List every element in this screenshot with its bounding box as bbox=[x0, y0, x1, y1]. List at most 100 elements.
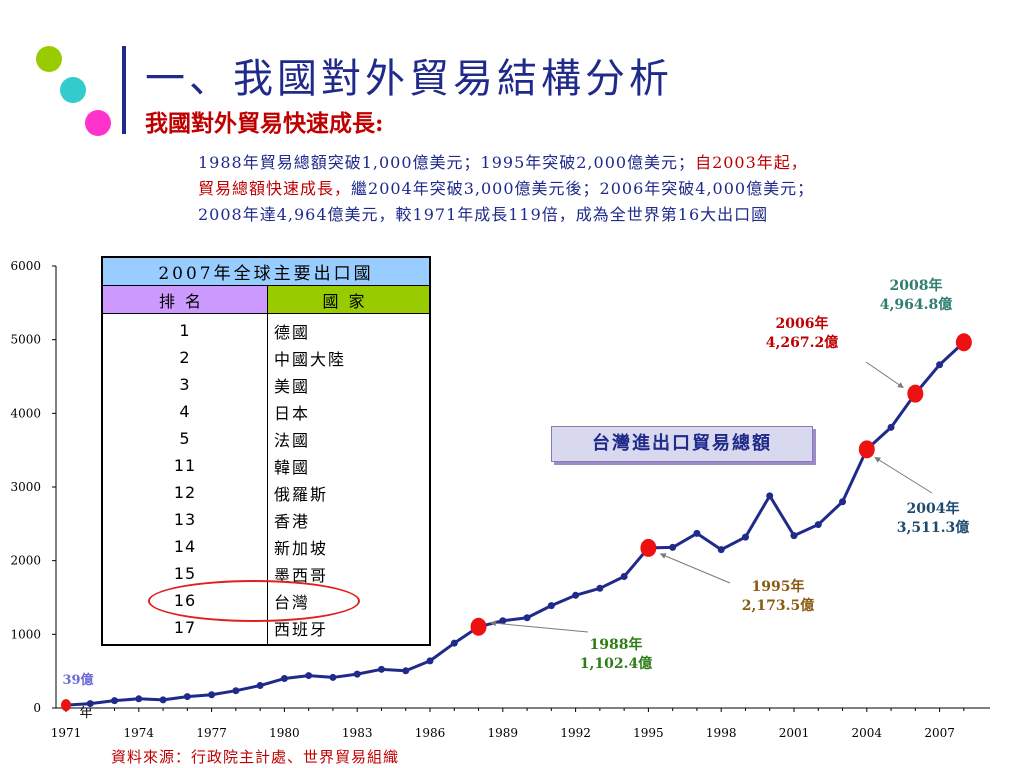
y-tick-label: 3000 bbox=[10, 480, 41, 494]
title-divider bbox=[122, 46, 126, 134]
annotation-label: 39億 bbox=[62, 672, 93, 688]
annotation-year: 1988年 bbox=[590, 636, 643, 653]
table-row: 12 俄羅斯 bbox=[101, 479, 431, 506]
data-point bbox=[620, 573, 628, 581]
trade-series-line bbox=[65, 341, 965, 707]
data-point bbox=[741, 533, 749, 541]
x-tick-label: 1977 bbox=[196, 726, 227, 740]
data-point bbox=[426, 657, 434, 665]
decor-dot-teal bbox=[60, 77, 86, 103]
data-point bbox=[159, 696, 167, 704]
rank-cell: 5 bbox=[101, 425, 268, 452]
rank-cell: 2 bbox=[101, 344, 268, 371]
annotation-year: 1995年 bbox=[752, 578, 805, 595]
data-point bbox=[669, 543, 677, 551]
x-tick-label: 2007 bbox=[924, 726, 955, 740]
data-point bbox=[450, 639, 458, 647]
table-header-country: 國家 bbox=[267, 285, 431, 314]
annotation-year: 2008年 bbox=[890, 277, 943, 294]
annotation-arrow bbox=[865, 361, 904, 389]
annotation-arrow bbox=[874, 456, 933, 494]
data-point bbox=[523, 614, 531, 622]
x-tick-label: 2001 bbox=[779, 726, 810, 740]
description-line-2-text: 繼2004年突破3,000億美元後；2006年突破4,000億美元； bbox=[351, 179, 815, 198]
annotation-value: 2,173.5億 bbox=[742, 597, 814, 614]
x-tick-label: 1989 bbox=[488, 726, 519, 740]
data-point bbox=[183, 693, 191, 701]
x-tick-label: 1974 bbox=[124, 726, 155, 740]
y-tick-label: 0 bbox=[33, 701, 41, 715]
data-point bbox=[402, 667, 410, 675]
description-line-2-highlight: 貿易總額快速成長， bbox=[198, 179, 352, 198]
decor-dot-green bbox=[36, 46, 62, 72]
data-point bbox=[572, 591, 580, 599]
annotation-value: 1,102.4億 bbox=[580, 655, 652, 672]
description-line-1-text: 1988年貿易總額突破1,000億美元；1995年突破2,000億美元； bbox=[198, 153, 696, 172]
highlight-point bbox=[640, 538, 657, 557]
y-tick-label: 5000 bbox=[10, 333, 41, 347]
y-tick-label: 2000 bbox=[10, 554, 41, 568]
country-cell: 美國 bbox=[267, 371, 431, 398]
annotation-value: 4,267.2億 bbox=[766, 334, 838, 351]
taiwan-highlight-ring bbox=[148, 580, 360, 622]
highlight-point bbox=[858, 440, 875, 459]
data-point bbox=[377, 665, 385, 673]
description: 1988年貿易總額突破1,000億美元；1995年突破2,000億美元；自200… bbox=[198, 150, 998, 228]
slide-title: 一、我國對外貿易結構分析 bbox=[145, 56, 673, 102]
annotation-value: 3,511.3億 bbox=[897, 519, 969, 536]
table-row: 4 日本 bbox=[101, 398, 431, 425]
data-point bbox=[547, 602, 555, 610]
x-tick-label: 2004 bbox=[852, 726, 883, 740]
data-source: 資料來源：行政院主計處、世界貿易組織 bbox=[111, 748, 400, 766]
rank-cell: 13 bbox=[101, 506, 268, 533]
y-tick-label: 4000 bbox=[10, 406, 41, 420]
data-point bbox=[232, 687, 240, 695]
table-row: 5 法國 bbox=[101, 425, 431, 452]
rank-cell: 3 bbox=[101, 371, 268, 398]
slide-subtitle: 我國對外貿易快速成長: bbox=[145, 110, 384, 137]
rank-cell: 14 bbox=[101, 533, 268, 560]
data-point bbox=[305, 672, 313, 680]
x-tick-label: 1971 bbox=[51, 726, 82, 740]
data-point bbox=[717, 546, 725, 554]
data-point bbox=[814, 521, 822, 529]
data-point bbox=[596, 584, 604, 592]
annotation-arrow bbox=[489, 620, 589, 633]
rank-cell: 4 bbox=[101, 398, 268, 425]
table-row: 13 香港 bbox=[101, 506, 431, 533]
table-row: 14 新加坡 bbox=[101, 533, 431, 560]
data-point bbox=[839, 498, 847, 506]
data-point bbox=[936, 361, 944, 369]
x-tick-label: 1986 bbox=[415, 726, 446, 740]
x-tick-label: 1998 bbox=[706, 726, 737, 740]
table-title: 2007年全球主要出口國 bbox=[101, 256, 431, 286]
data-point bbox=[329, 673, 337, 681]
y-tick-label: 1000 bbox=[10, 627, 41, 641]
country-cell: 中國大陸 bbox=[267, 344, 431, 371]
country-cell: 法國 bbox=[267, 425, 431, 452]
rank-cell: 11 bbox=[101, 452, 268, 479]
description-line-1: 1988年貿易總額突破1,000億美元；1995年突破2,000億美元；自200… bbox=[198, 150, 998, 176]
table-row: 3 美國 bbox=[101, 371, 431, 398]
y-tick-label: 6000 bbox=[10, 259, 41, 273]
data-point bbox=[887, 423, 895, 431]
data-point bbox=[135, 695, 143, 703]
data-point bbox=[111, 697, 119, 705]
country-cell: 德國 bbox=[267, 313, 431, 344]
annotation-value: 4,964.8億 bbox=[880, 296, 952, 313]
country-cell: 日本 bbox=[267, 398, 431, 425]
data-point bbox=[353, 670, 361, 678]
x-tick-label: 1980 bbox=[269, 726, 300, 740]
table-row: 17 西班牙 bbox=[101, 614, 431, 645]
data-point bbox=[693, 529, 701, 537]
data-point bbox=[499, 617, 507, 625]
data-point bbox=[790, 532, 798, 540]
annotation-year: 2004年 bbox=[907, 500, 960, 517]
data-point bbox=[280, 675, 288, 683]
country-cell: 俄羅斯 bbox=[267, 479, 431, 506]
rank-cell: 1 bbox=[101, 313, 268, 344]
description-line-2: 貿易總額快速成長，繼2004年突破3,000億美元後；2006年突破4,000億… bbox=[198, 176, 998, 202]
country-cell: 新加坡 bbox=[267, 533, 431, 560]
x-axis-unit: 年 bbox=[79, 706, 92, 721]
